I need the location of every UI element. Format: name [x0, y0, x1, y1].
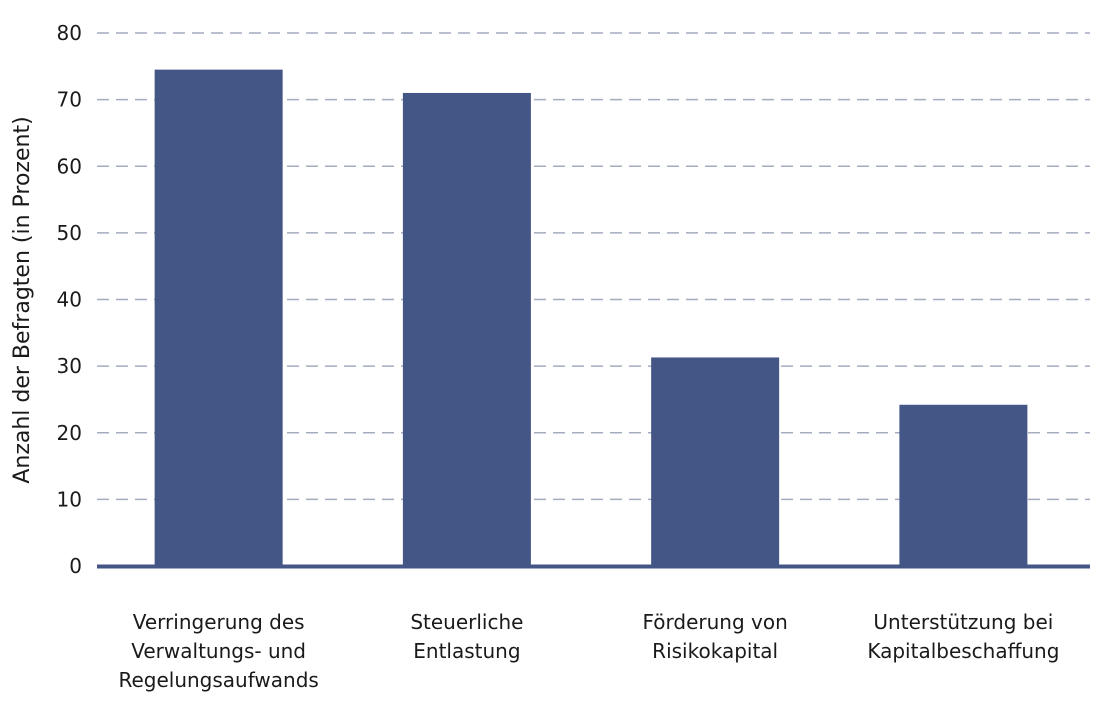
y-tick-labels: 0 10 20 30 40 50 60 70 80	[57, 21, 82, 578]
y-tick-label: 40	[57, 288, 82, 312]
category-label: Unterstützung bei Kapitalbeschaffung	[867, 610, 1059, 663]
y-tick-label: 60	[57, 154, 82, 178]
y-tick-label: 10	[57, 487, 82, 511]
bar	[154, 69, 283, 567]
y-tick-label: 30	[57, 354, 82, 378]
bar	[899, 404, 1028, 566]
category-label: Förderung von Risikokapital	[643, 610, 788, 663]
y-axis-title: Anzahl der Befragten (in Prozent)	[10, 116, 35, 483]
category-labels: Verringerung des Verwaltungs- und Regelung…	[118, 610, 1059, 692]
category-label: Verringerung des Verwaltungs- und Regelung…	[118, 610, 318, 692]
y-tick-label: 80	[57, 21, 82, 45]
y-tick-label: 70	[57, 88, 82, 112]
y-tick-label: 0	[69, 554, 82, 578]
bars	[154, 69, 1028, 567]
bar	[651, 357, 780, 566]
y-tick-label: 50	[57, 221, 82, 245]
y-tick-label: 20	[57, 421, 82, 445]
category-label: Steuerliche Entlastung	[410, 610, 523, 663]
bar	[402, 92, 531, 567]
